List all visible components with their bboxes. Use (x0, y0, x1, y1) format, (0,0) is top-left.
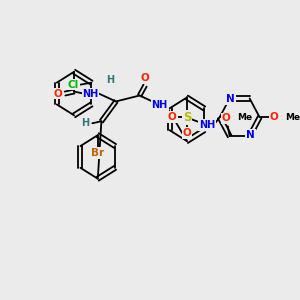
Text: H: H (81, 118, 89, 128)
Text: O: O (53, 88, 62, 98)
Text: NH: NH (152, 100, 168, 110)
Text: O: O (270, 112, 279, 122)
Text: Me: Me (237, 113, 252, 122)
Text: O: O (168, 112, 177, 122)
Text: O: O (141, 73, 149, 83)
Text: S: S (183, 111, 191, 124)
Text: NH: NH (82, 88, 99, 98)
Text: O: O (182, 128, 191, 138)
Text: Cl: Cl (68, 80, 79, 90)
Text: N: N (246, 130, 255, 140)
Text: H: H (106, 75, 115, 85)
Text: Br: Br (91, 148, 104, 158)
Text: O: O (222, 113, 230, 123)
Text: NH: NH (199, 120, 215, 130)
Text: Me: Me (285, 113, 300, 122)
Text: N: N (226, 94, 235, 104)
